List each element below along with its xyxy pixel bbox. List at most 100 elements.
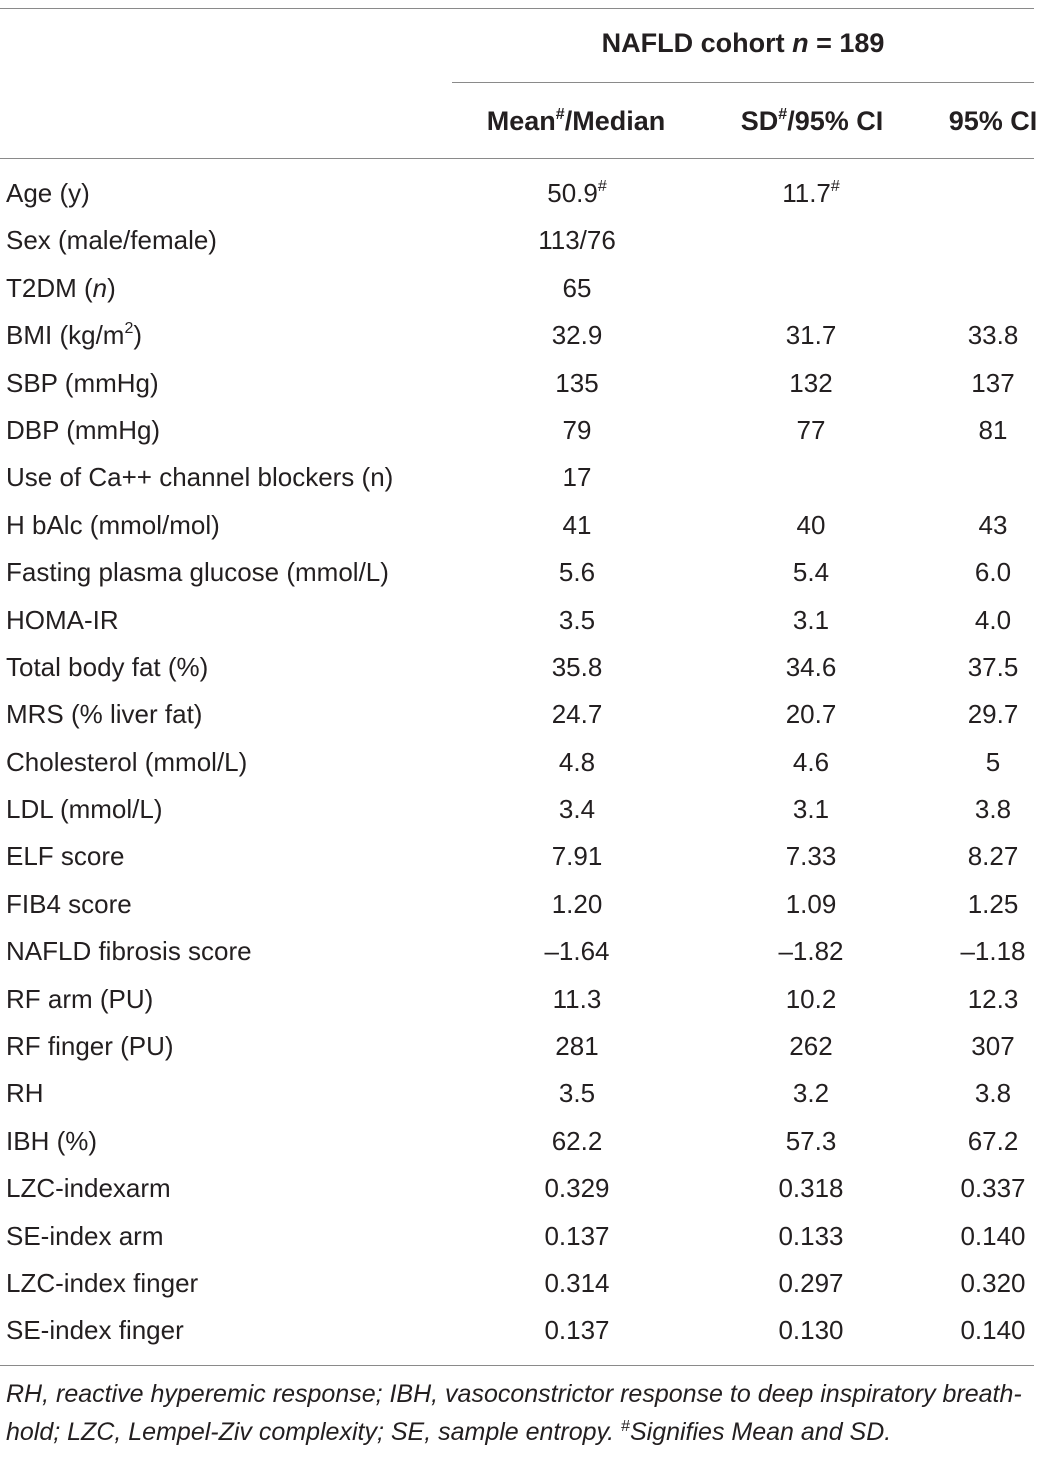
table-top-rule — [0, 8, 1034, 9]
table-row: LDL (mmol/L) 3.4 3.1 3.8 — [0, 787, 1050, 834]
cell-v3: 137 — [971, 367, 1015, 398]
cell-v1: 79 — [562, 414, 592, 445]
cell-v1: 3.5 — [558, 1078, 596, 1109]
cell-v3: 33.8 — [967, 320, 1019, 351]
cell-v3: 67.2 — [967, 1125, 1019, 1156]
row-label: IBH (%) — [6, 1125, 97, 1156]
cell-v1: 5.6 — [558, 557, 596, 588]
cell-v3: 0.337 — [960, 1173, 1026, 1204]
row-label: DBP (mmHg) — [6, 414, 161, 445]
cell-v3 — [893, 266, 1050, 310]
table-row: RF arm (PU) 11.3 10.2 12.3 — [0, 977, 1050, 1024]
row-label: Total body fat (%) — [6, 651, 209, 682]
table-row: H bAlc (mmol/mol) 41 40 43 — [0, 503, 1050, 550]
cell-v2: 0.318 — [778, 1173, 844, 1204]
row-label: SE-index finger — [6, 1315, 184, 1346]
cell-v2: 5.4 — [792, 557, 830, 588]
cell-v1: 3.5 — [558, 604, 596, 635]
cell-v3: 0.140 — [960, 1315, 1026, 1346]
cell-v2: –1.82 — [778, 936, 844, 967]
cell-v3 — [893, 171, 1050, 215]
table-row: Cholesterol (mmol/L) 4.8 4.6 5 — [0, 740, 1050, 787]
column-header-mean-median: Mean#/Median — [486, 106, 666, 136]
cell-v2: 31.7 — [785, 320, 837, 351]
table-row: BMI (kg/m2) 32.9 31.7 33.8 — [0, 313, 1050, 360]
cell-v2 — [711, 266, 911, 310]
table-body: Age (y) 50.9# 11.7# Sex (male/female) 113/76… — [0, 171, 1050, 1356]
cell-v1: 281 — [555, 1031, 599, 1062]
row-label: Fasting plasma glucose (mmol/L) — [6, 557, 389, 588]
cell-v3: 3.8 — [974, 794, 1012, 825]
row-label: Use of Ca++ channel blockers (n) — [6, 462, 394, 493]
cell-v3: 3.8 — [974, 1078, 1012, 1109]
column-header-ci: 95% CI — [948, 106, 1038, 136]
table-row: SE-index arm 0.137 0.133 0.140 — [0, 1214, 1050, 1261]
cell-v1: 35.8 — [551, 651, 603, 682]
cell-v3: 29.7 — [967, 699, 1019, 730]
row-label: FIB4 score — [6, 888, 132, 919]
table-row: Total body fat (%) 35.8 34.6 37.5 — [0, 645, 1050, 692]
cell-v3: 1.25 — [967, 888, 1019, 919]
table-row: SBP (mmHg) 135 132 137 — [0, 361, 1050, 408]
cell-v2: 34.6 — [785, 651, 837, 682]
cell-v3: 8.27 — [967, 841, 1019, 872]
cell-v2: 1.09 — [785, 888, 837, 919]
table-row: Use of Ca++ channel blockers (n) 17 — [0, 455, 1050, 502]
cell-v3: 43 — [978, 509, 1008, 540]
table-row: DBP (mmHg) 79 77 81 — [0, 408, 1050, 455]
row-label: Cholesterol (mmol/L) — [6, 746, 248, 777]
cell-v1: 11.3 — [552, 983, 602, 1014]
table-row: Sex (male/female) 113/76 — [0, 218, 1050, 265]
table-row: LZC-indexarm 0.329 0.318 0.337 — [0, 1166, 1050, 1213]
cell-v1: 17 — [562, 462, 592, 493]
table-row: Fasting plasma glucose (mmol/L) 5.6 5.4 6.0 — [0, 550, 1050, 597]
cell-v1: 0.137 — [544, 1315, 610, 1346]
cell-v2 — [711, 455, 911, 499]
cell-v2: 40 — [796, 509, 826, 540]
table-row: NAFLD fibrosis score –1.64 –1.82 –1.18 — [0, 929, 1050, 976]
table-row: ELF score 7.91 7.33 8.27 — [0, 834, 1050, 881]
cell-v1: 32.9 — [551, 320, 603, 351]
cell-v3: 0.320 — [960, 1267, 1026, 1298]
column-header-sd-ci: SD#/95% CI — [740, 106, 884, 136]
table-row: SE-index finger 0.137 0.130 0.140 — [0, 1308, 1050, 1355]
table-row: FIB4 score 1.20 1.09 1.25 — [0, 882, 1050, 929]
row-label: ELF score — [6, 841, 125, 872]
row-label: LZC-index finger — [6, 1267, 199, 1298]
cell-v1: 0.137 — [544, 1220, 610, 1251]
table-row: Age (y) 50.9# 11.7# — [0, 171, 1050, 218]
cell-v2: 57.3 — [785, 1125, 837, 1156]
cell-v2: 3.2 — [792, 1078, 830, 1109]
cell-v2: 0.130 — [778, 1315, 844, 1346]
table-row: RF finger (PU) 281 262 307 — [0, 1024, 1050, 1071]
cell-v3: 0.140 — [960, 1220, 1026, 1251]
cell-v2: 10.2 — [785, 983, 837, 1014]
cell-v3: –1.18 — [960, 936, 1026, 967]
cell-v2: 3.1 — [792, 604, 830, 635]
row-label: T2DM (n) — [6, 272, 116, 303]
cell-v1: 0.329 — [544, 1173, 610, 1204]
cell-v2: 0.133 — [778, 1220, 844, 1251]
cell-v3: 4.0 — [974, 604, 1012, 635]
cell-v2: 7.33 — [785, 841, 837, 872]
cohort-n-symbol: n — [792, 28, 809, 58]
table-row: LZC-index finger 0.314 0.297 0.320 — [0, 1261, 1050, 1308]
row-label: H bAlc (mmol/mol) — [6, 509, 220, 540]
cell-v1: 7.91 — [551, 841, 603, 872]
cell-v1: 24.7 — [551, 699, 603, 730]
cell-v3: 5 — [985, 746, 1001, 777]
table-bottom-rule — [0, 1365, 1034, 1366]
cell-v3: 37.5 — [967, 651, 1019, 682]
header-bottom-rule — [0, 158, 1034, 159]
cell-v1: 41 — [562, 509, 592, 540]
cell-v1: 62.2 — [551, 1125, 603, 1156]
cell-v2: 0.297 — [778, 1267, 844, 1298]
row-label: BMI (kg/m2) — [6, 320, 143, 351]
row-label: Sex (male/female) — [6, 225, 217, 256]
row-label: RH — [6, 1078, 44, 1109]
cell-v1: 3.4 — [558, 794, 596, 825]
table-row: MRS (% liver fat) 24.7 20.7 29.7 — [0, 692, 1050, 739]
cell-v2: 3.1 — [792, 794, 830, 825]
row-label: Age (y) — [6, 178, 90, 208]
row-label: LZC-indexarm — [6, 1173, 171, 1204]
